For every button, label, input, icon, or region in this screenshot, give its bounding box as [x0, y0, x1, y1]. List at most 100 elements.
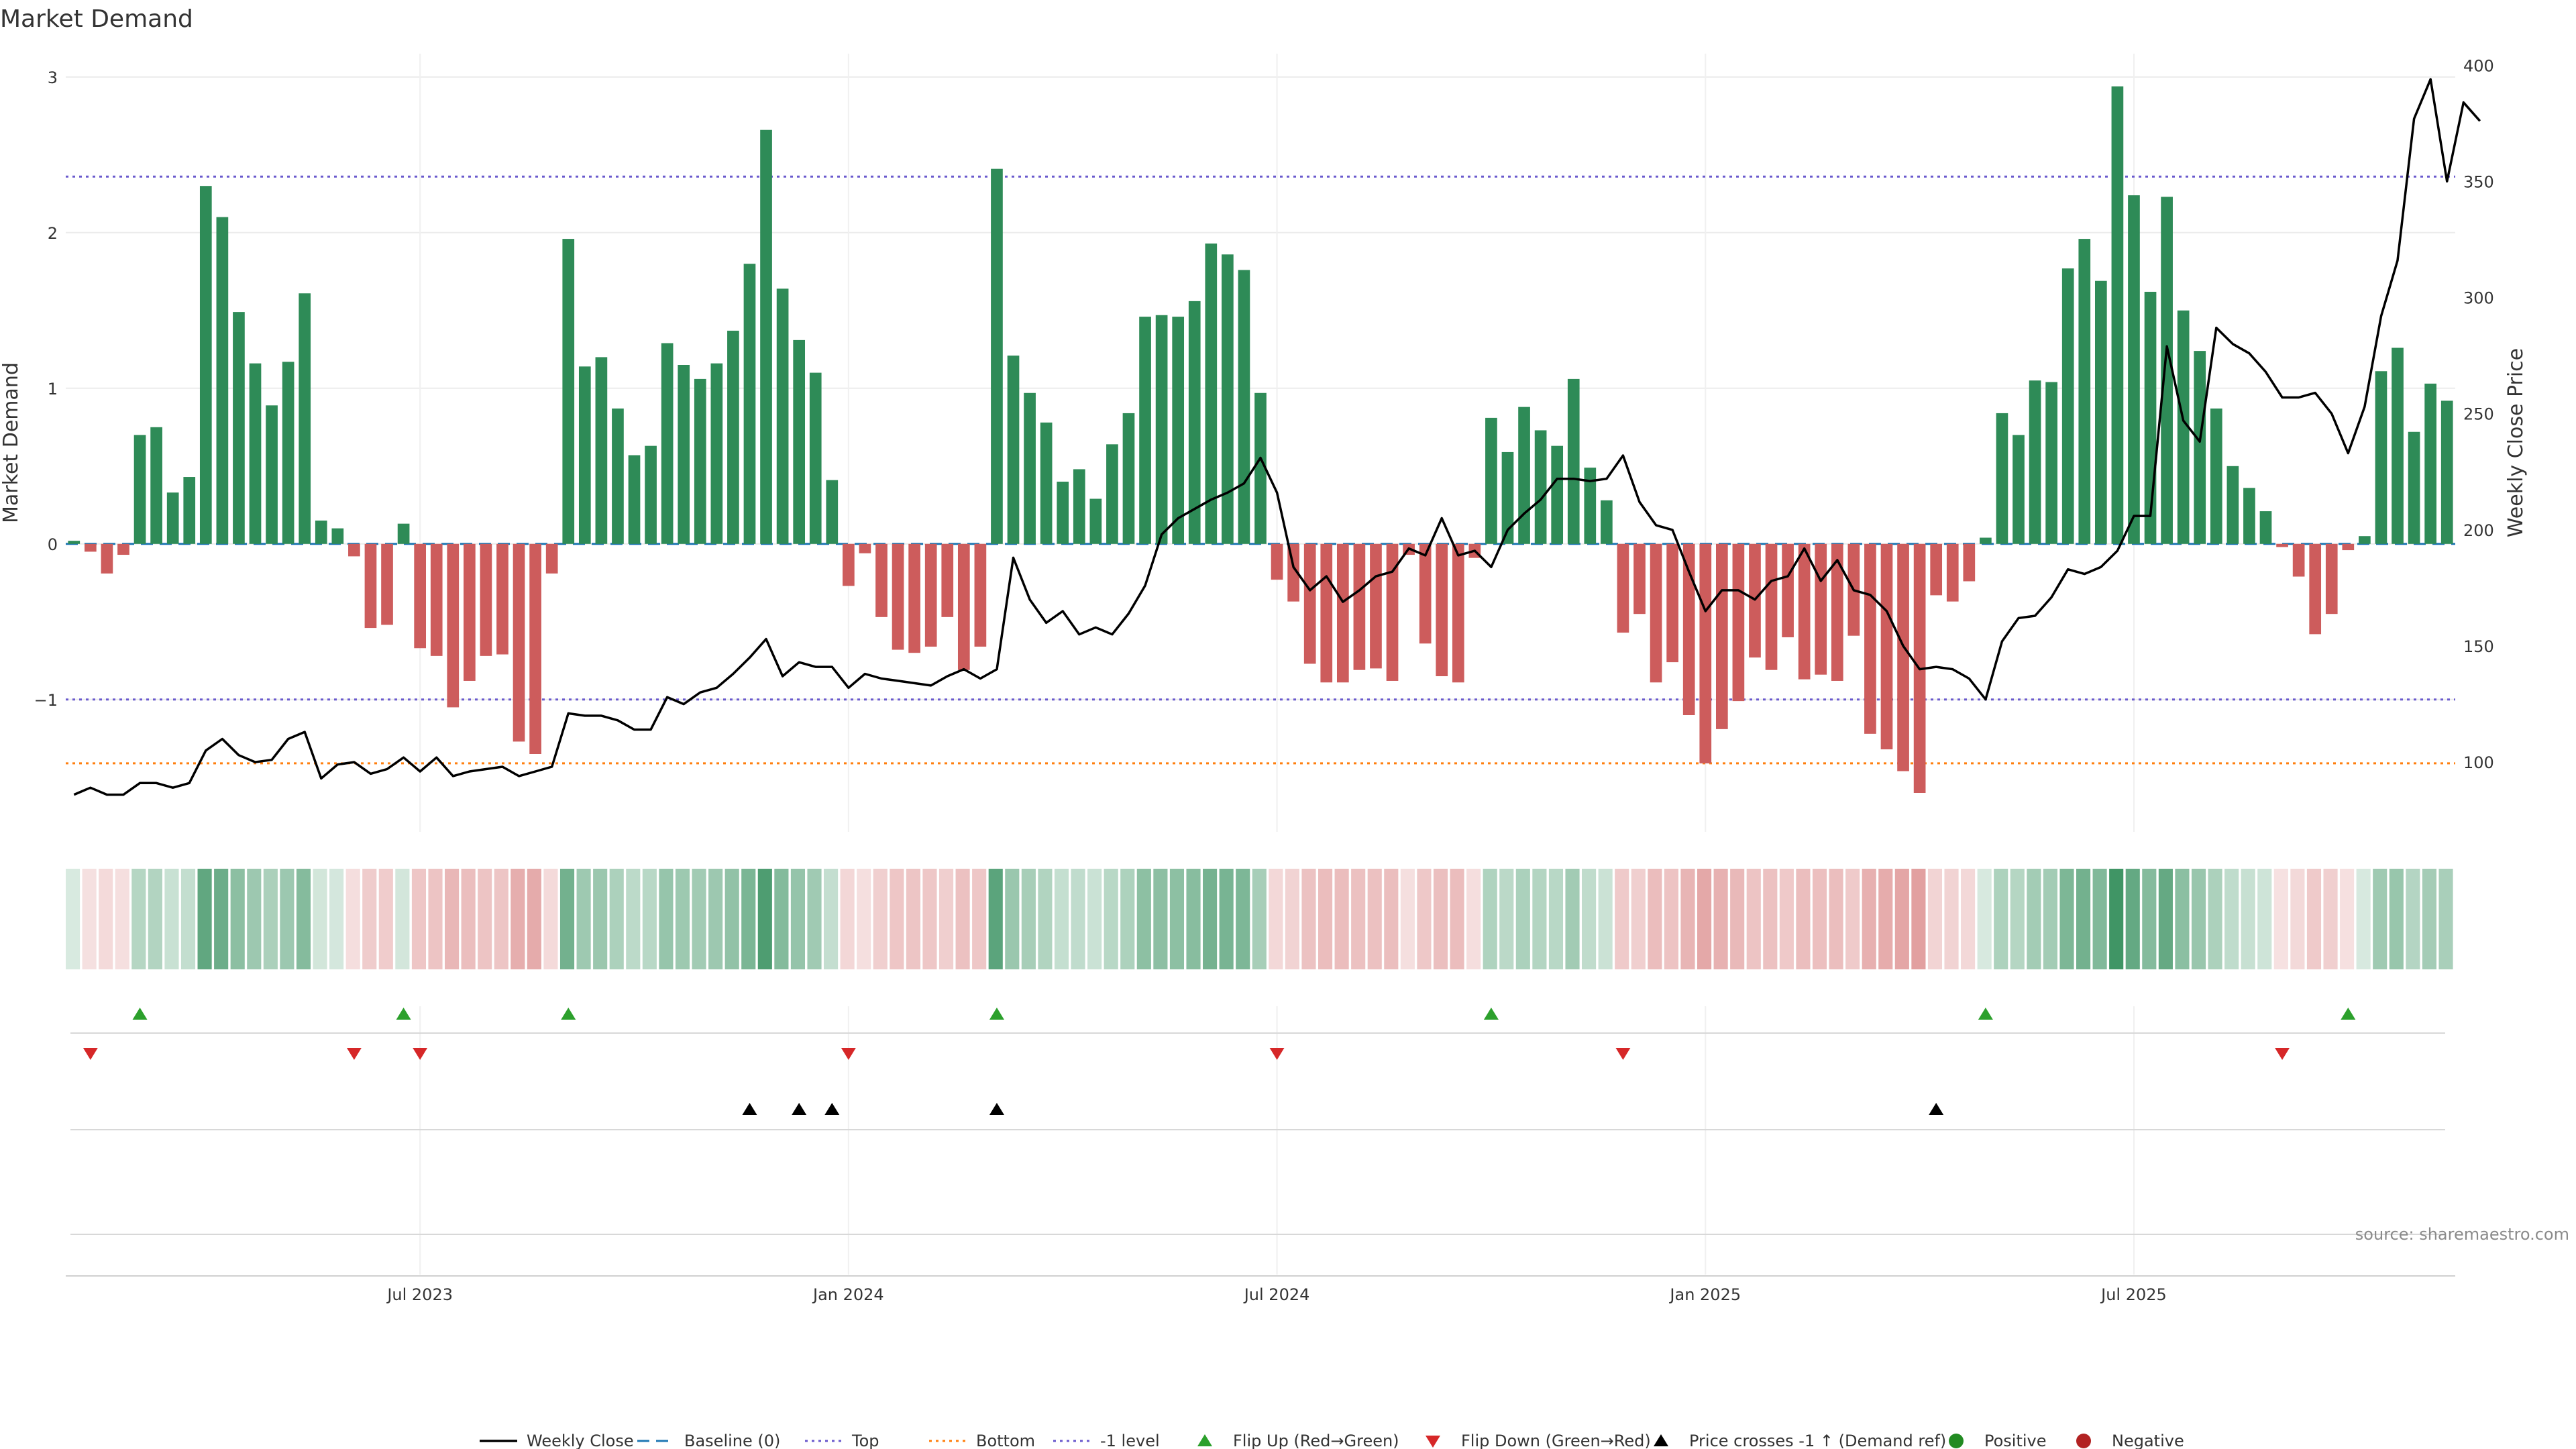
demand-bar [1172, 317, 1185, 544]
heat-cell [938, 869, 954, 969]
flip-down-marker [841, 1048, 856, 1060]
demand-bar [2325, 543, 2338, 614]
heat-cell [840, 869, 855, 969]
heat-cell [445, 869, 460, 969]
heat-cell [857, 869, 871, 969]
heat-cell [1367, 869, 1382, 969]
demand-bar [1336, 543, 1349, 683]
heat-cell [1927, 869, 1943, 969]
demand-bar [776, 288, 789, 544]
heat-cell [1466, 869, 1481, 969]
demand-bar [1188, 301, 1201, 544]
heat-cell [1318, 869, 1333, 969]
demand-bar [628, 455, 641, 544]
heat-cell [461, 869, 476, 969]
demand-bar [645, 445, 657, 544]
right-tick-label: 200 [2463, 521, 2494, 540]
demand-bar [1633, 543, 1646, 614]
demand-bar [2375, 371, 2387, 544]
flip-up-marker [1978, 1008, 1993, 1020]
demand-bar [1139, 317, 1151, 544]
legend-label: Weekly Close [527, 1432, 634, 1449]
demand-bar [1501, 451, 1514, 544]
demand-bar [809, 372, 822, 544]
heat-cell [708, 869, 723, 969]
legend-label: Baseline (0) [684, 1432, 780, 1449]
heat-cell [197, 869, 212, 969]
right-axis-label: Weekly Close Price [2504, 348, 2528, 537]
flip-up-marker [2341, 1008, 2356, 1020]
heat-cell [82, 869, 97, 969]
legend-swatch-dot [1949, 1434, 1964, 1448]
demand-bar [2292, 543, 2305, 577]
heat-cell [296, 869, 311, 969]
demand-bar [743, 264, 756, 544]
heat-cell [2142, 869, 2157, 969]
demand-bar [578, 366, 591, 544]
demand-bar [2194, 351, 2206, 544]
heat-cell [741, 869, 756, 969]
heat-cell [2373, 869, 2387, 969]
demand-bar [447, 543, 460, 708]
demand-bar [545, 543, 558, 574]
heat-cell [2010, 869, 2025, 969]
price-cross-marker [824, 1103, 840, 1115]
demand-bar [1699, 543, 1712, 763]
heat-cell [1038, 869, 1053, 969]
demand-bar [991, 168, 1003, 544]
flip-down-marker [1615, 1048, 1631, 1060]
demand-bar [859, 543, 871, 553]
heat-cell [955, 869, 970, 969]
heat-cell [66, 869, 80, 969]
legend: Weekly Close Baseline (0) Top Bottom -1 leve… [480, 1432, 2184, 1449]
demand-bar [1749, 543, 1761, 658]
heat-cell [2323, 869, 2338, 969]
flip-up-marker [396, 1008, 411, 1020]
heat-cell [2306, 869, 2322, 969]
flip-down-marker [83, 1048, 98, 1060]
demand-bar [710, 363, 723, 544]
legend-swatch-triangle-down [1426, 1436, 1440, 1448]
chart-title: Market Demand [0, 5, 193, 33]
demand-bar [2210, 408, 2222, 544]
demand-bar [397, 523, 410, 544]
heat-cell [659, 869, 674, 969]
heat-cell [692, 869, 706, 969]
heat-cell [1829, 869, 1843, 969]
heat-cell [1664, 869, 1678, 969]
demand-bar [2029, 380, 2041, 544]
demand-bar [760, 129, 772, 544]
demand-bar [2359, 536, 2371, 544]
heat-cell [2043, 869, 2057, 969]
legend-label: Top [851, 1432, 879, 1449]
demand-bar [1485, 417, 1497, 544]
flip-down-marker [1269, 1048, 1285, 1060]
demand-bar [2226, 466, 2239, 544]
heat-cell [362, 869, 377, 969]
demand-bar [1024, 392, 1036, 544]
heat-cell [230, 869, 245, 969]
flip-up-marker [561, 1008, 576, 1020]
demand-bar [529, 543, 541, 754]
demand-bar [430, 543, 443, 656]
heat-cell [1730, 869, 1745, 969]
flip-down-marker [346, 1048, 362, 1060]
heat-cell [1334, 869, 1349, 969]
heat-cell [1499, 869, 1514, 969]
demand-bar [216, 217, 229, 544]
heat-cell [1713, 869, 1728, 969]
heat-cell [411, 869, 427, 969]
x-axis: Jul 2023 Jan 2024 Jul 2024 Jan 2025 Jul 2025 [66, 1275, 2455, 1304]
heat-cell [774, 869, 789, 969]
heat-cell [1483, 869, 1497, 969]
price-line-group [73, 78, 2481, 796]
x-tick-label: Jul 2023 [386, 1285, 453, 1304]
heat-cell [2340, 869, 2355, 969]
heat-cell [593, 869, 608, 969]
heat-cell [626, 869, 641, 969]
heat-cell [1104, 869, 1118, 969]
heat-cell [543, 869, 558, 969]
demand-bar [1518, 407, 1530, 544]
heat-cell [2257, 869, 2272, 969]
demand-bar [166, 492, 179, 544]
